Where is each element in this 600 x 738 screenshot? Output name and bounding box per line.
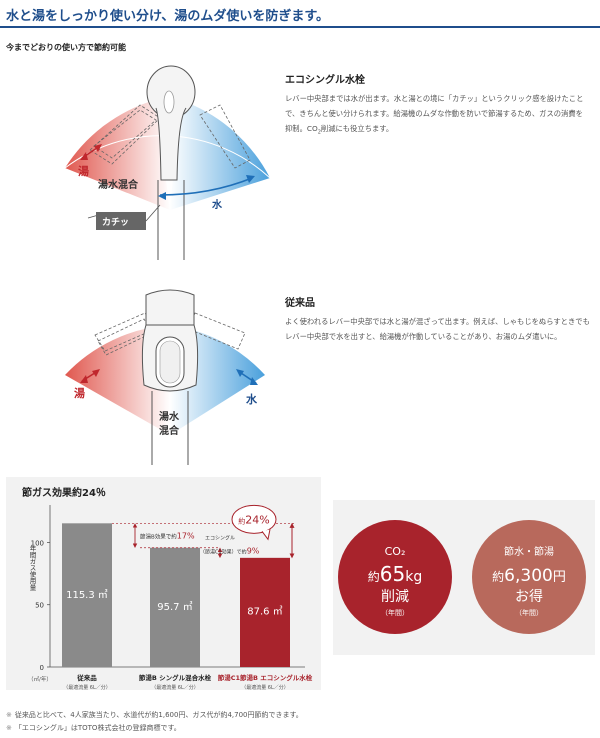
conv-description: よく使われるレバー中央部では水と湯が混ざって出ます。例えば、しゃもじをぬらすとき… — [285, 317, 590, 341]
conv-title: 従来品 — [285, 298, 315, 309]
bar-value-label: 115.3 ㎥ — [66, 588, 108, 601]
savings-gain-label: お得 — [515, 588, 543, 605]
bar — [62, 523, 112, 667]
bar-value-label: 95.7 ㎥ — [157, 600, 192, 613]
conv-cold-label: 水 — [246, 392, 258, 406]
eco-cold-label: 水 — [211, 198, 223, 211]
category-label: 従来品 — [76, 673, 97, 682]
category-note: （最適流量 6L／分） — [151, 684, 199, 691]
savings-period: （年間） — [515, 608, 543, 617]
conv-mix-label-1: 湯水 — [159, 410, 180, 423]
eco-description: レバー中央部までは水が出ます。水と湯との境に「カチッ」というクリック感を設けたこ… — [285, 94, 584, 136]
eco-title: エコシングル水栓 — [285, 75, 365, 86]
savings-label: 節水・節湯 — [504, 545, 554, 558]
cold-zone — [170, 100, 270, 210]
y-axis-unit: （㎥/年） — [28, 675, 52, 683]
savings-circle — [472, 520, 586, 634]
footnote-1: ※ 従来品と比べて、4人家族当たり、水道代が約1,600円、ガス代が約4,700円… — [6, 711, 303, 719]
conventional-faucet-illustration: 湯 水 湯水 混合 — [60, 285, 280, 465]
page-title: 水と湯をしっかり使い分け、湯のムダ使いを防ぎます。 — [6, 9, 330, 24]
y-axis-label: 年間ガス使用量 — [28, 544, 36, 591]
savings-circles-panel: CO₂ 約65kg 削減 （年間） 節水・節湯 約6,300円 お得 （年間） — [333, 500, 595, 655]
total-bubble-tail — [261, 529, 271, 541]
category-label: 節湯B シングル混合水栓 — [138, 673, 212, 682]
bar-value-label: 87.6 ㎥ — [247, 605, 282, 618]
co2-period: （年間） — [381, 608, 409, 617]
y-tick-label: 100 — [31, 539, 44, 547]
co2-value: 約65kg — [368, 562, 422, 586]
co2-reduction-label: 削減 — [381, 588, 409, 605]
y-tick-label: 50 — [35, 602, 44, 610]
eco-mix-label: 湯水混合 — [98, 178, 139, 191]
y-tick-label: 0 — [40, 664, 44, 672]
conv-hot-label: 湯 — [74, 386, 85, 400]
chart-title: 節ガス効果約24％ — [22, 488, 106, 499]
total-bubble — [231, 504, 277, 534]
eco-hot-label: 湯 — [78, 164, 89, 178]
eco-faucet-illustration: 湯 湯水混合 水 カチッ — [60, 60, 280, 260]
bar — [150, 547, 200, 667]
conv-mix-label-2: 混合 — [159, 424, 180, 437]
c-effect-label-1: エコシングル — [205, 535, 235, 542]
co2-circle — [338, 520, 452, 634]
b-effect-label: 節湯B効果で約17% — [140, 532, 195, 541]
bar — [240, 557, 290, 667]
c-effect-label-2: （節湯C1効果）で約9% — [200, 547, 260, 556]
savings-value: 約6,300円 — [492, 566, 566, 586]
co2-label: CO₂ — [385, 545, 406, 558]
section-subtitle: 今までどおりの使い方で節約可能 — [6, 43, 126, 52]
footnote-2: ※ 「エコシングル」はTOTO株式会社の登録商標です。 — [6, 724, 181, 732]
page-header: 水と湯をしっかり使い分け、湯のムダ使いを防ぎます。 — [0, 0, 600, 28]
hot-zone — [65, 100, 170, 210]
category-note: （最適流量 6L／分） — [241, 684, 289, 691]
total-effect-label: 約24% — [238, 513, 269, 526]
eco-click-label: カチッ — [102, 217, 129, 228]
category-label: 節湯C1節湯B エコシングル水栓 — [217, 673, 313, 682]
category-note: （最適流量 6L／分） — [63, 684, 111, 691]
